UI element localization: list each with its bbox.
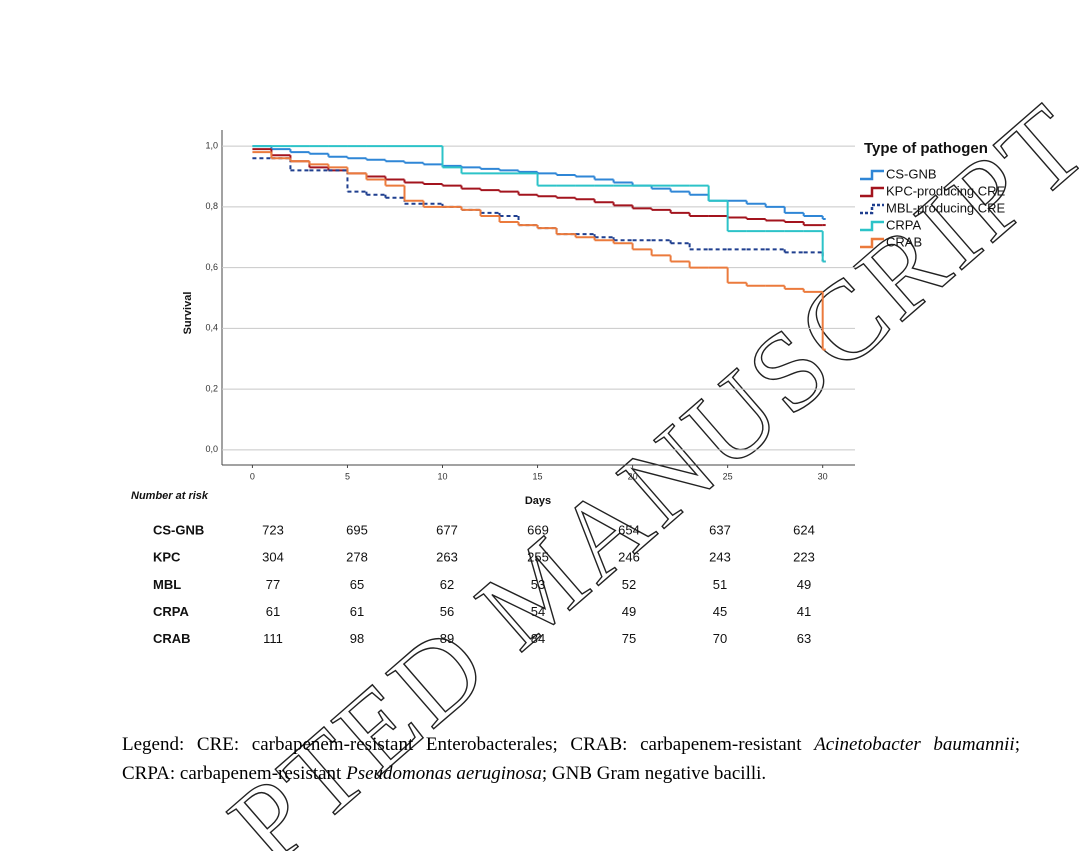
risk-value: 304 (262, 550, 284, 565)
risk-value: 70 (713, 631, 727, 646)
risk-value: 246 (618, 550, 640, 565)
caption-part: ; CRPA: carbapenem-resistant (122, 734, 1020, 784)
risk-value: 75 (622, 631, 636, 646)
risk-value: 84 (531, 631, 545, 646)
risk-value: 45 (713, 604, 727, 619)
caption-part: ; GNB Gram negative bacilli. (541, 763, 767, 784)
y-tick-label: 0,4 (205, 323, 218, 333)
risk-value: 669 (527, 522, 549, 537)
risk-value: 263 (436, 550, 458, 565)
risk-value: 223 (793, 550, 815, 565)
risk-value: 624 (793, 522, 815, 537)
legend-label: KPC-producing CRE (886, 183, 1006, 198)
risk-value: 723 (262, 522, 284, 537)
caption: Legend: CRE: carbapenem-resistant Entero… (122, 730, 1020, 788)
risk-value: 77 (266, 577, 280, 592)
risk-value: 255 (527, 550, 549, 565)
y-tick-label: 0,0 (205, 444, 218, 454)
caption-part: Pseudomonas aeruginosa (346, 763, 542, 784)
series (252, 145, 826, 263)
risk-value: 89 (440, 631, 454, 646)
risk-row-label: MBL (153, 577, 181, 592)
risk-value: 654 (618, 522, 640, 537)
y-tick-label: 0,2 (205, 383, 218, 393)
y-tick-label: 0,6 (205, 262, 218, 272)
legend-label: CRPA (886, 217, 921, 232)
risk-value: 695 (346, 522, 368, 537)
caption-part: Acinetobacter baumannii (814, 734, 1015, 755)
y-axis-label: Survival (182, 292, 194, 335)
risk-value: 41 (797, 604, 811, 619)
legend-swatch (860, 203, 884, 215)
legend-swatch (860, 220, 884, 232)
risk-value: 61 (266, 604, 280, 619)
x-tick-label: 15 (533, 471, 543, 481)
x-tick-label: 5 (345, 471, 350, 481)
risk-row-label: CS-GNB (153, 522, 204, 537)
x-tick-label: 0 (250, 471, 255, 481)
risk-value: 62 (440, 577, 454, 592)
series (252, 148, 826, 227)
series (252, 151, 826, 351)
legend-label: CS-GNB (886, 166, 937, 181)
x-axis-label: Days (525, 495, 551, 507)
caption-part: Legend: CRE: carbapenem-resistant Entero… (122, 734, 815, 755)
risk-value: 56 (440, 604, 454, 619)
x-tick-label: 30 (818, 471, 828, 481)
legend-swatch (860, 237, 884, 249)
risk-value: 278 (346, 550, 368, 565)
risk-value: 52 (622, 577, 636, 592)
risk-value: 63 (797, 631, 811, 646)
legend-swatch (860, 169, 884, 181)
y-tick-label: 1,0 (205, 140, 218, 150)
risk-value: 53 (531, 577, 545, 592)
risk-value: 98 (350, 631, 364, 646)
risk-row-label: KPC (153, 550, 181, 565)
risk-row-label: CRPA (153, 604, 189, 619)
legend-swatch (860, 186, 884, 198)
risk-value: 49 (797, 577, 811, 592)
risk-value: 54 (531, 604, 545, 619)
legend-label: MBL-producing CRE (886, 200, 1006, 215)
risk-row-label: CRAB (153, 631, 191, 646)
risk-value: 243 (709, 550, 731, 565)
risk-value: 111 (263, 631, 283, 646)
series (252, 145, 826, 220)
risk-value: 51 (713, 577, 727, 592)
x-tick-label: 20 (628, 471, 638, 481)
legend-label: CRAB (886, 234, 922, 249)
y-tick-label: 0,8 (205, 201, 218, 211)
risk-value: 61 (350, 604, 364, 619)
risk-value: 49 (622, 604, 636, 619)
risk-value: 65 (350, 577, 364, 592)
risk-value: 637 (709, 522, 731, 537)
legend-title: Type of pathogen (864, 140, 988, 157)
x-tick-label: 10 (437, 471, 447, 481)
risk-value: 677 (436, 522, 458, 537)
x-tick-label: 25 (723, 471, 733, 481)
risk-table-title: Number at risk (131, 490, 209, 502)
